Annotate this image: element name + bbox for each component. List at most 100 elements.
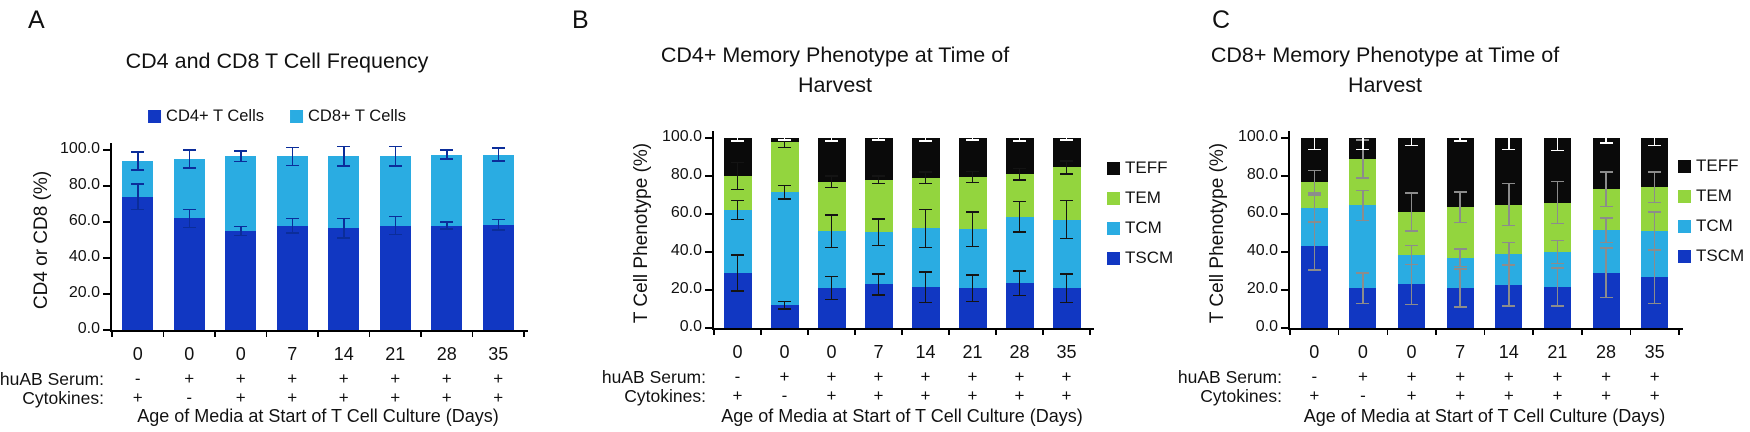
error-bar (1605, 217, 1607, 243)
x-tick-mark (1678, 330, 1680, 335)
x-tick-mark (265, 332, 268, 337)
legend-entry: TCM (1678, 216, 1744, 236)
error-bar (736, 200, 739, 220)
error-bar-cap (1648, 211, 1662, 213)
y-tick-label: 0.0 (77, 320, 100, 337)
legend: TEFF TEM TCM TSCM (1107, 158, 1173, 268)
error-bar-cap (919, 246, 932, 248)
error-bar-cap (731, 290, 744, 292)
error-bar-cap (1060, 237, 1073, 240)
error-bar-cap (1550, 180, 1564, 183)
error-bar-cap (731, 218, 744, 221)
error-bar (830, 214, 833, 248)
bar-segment-cd8-t-cells (431, 154, 463, 226)
error-bar-cap (1405, 244, 1419, 247)
x-tick-mark (1435, 330, 1437, 335)
legend-entry: TSCM (1107, 248, 1173, 268)
y-tick-label: 40.0 (1246, 242, 1278, 259)
condition-sign: + (1649, 386, 1660, 405)
error-bar-cap (825, 186, 838, 189)
y-tick-label: 60.0 (68, 212, 100, 229)
error-bar (343, 146, 345, 167)
error-bar-cap (1013, 167, 1026, 170)
condition-sign: + (1061, 386, 1072, 405)
error-bar (783, 185, 786, 199)
error-bar-cap (1453, 191, 1467, 193)
error-bar-cap (731, 188, 744, 191)
legend-label: TSCM (1696, 246, 1745, 265)
x-tick-mark (368, 332, 371, 337)
condition-sign: + (1503, 386, 1514, 405)
error-bar-cap (1550, 222, 1564, 225)
error-bar-cap (1502, 148, 1516, 151)
error-bar (1653, 250, 1656, 304)
error-bar (343, 218, 345, 239)
condition-sign: + (287, 369, 298, 388)
y-tick-label: 40.0 (68, 248, 100, 265)
error-bar-cap (1356, 272, 1370, 274)
condition-row-label: Cytokines: (1200, 386, 1282, 406)
error-bar-cap (919, 208, 932, 210)
condition-sign: - (781, 386, 788, 405)
legend-label: TEM (1125, 188, 1161, 207)
error-bar-cap (388, 233, 402, 236)
category-label: 0 (132, 344, 143, 364)
error-bar (1508, 264, 1510, 307)
error-bar-cap (440, 149, 454, 151)
error-bar-cap (1060, 135, 1073, 137)
error-bar-cap (731, 199, 744, 202)
error-bar (971, 171, 974, 183)
y-tick-mark (103, 329, 110, 331)
legend-swatch (1107, 161, 1120, 175)
x-tick-mark (760, 330, 762, 335)
error-bar-cap (1013, 231, 1026, 233)
error-bar-cap (731, 254, 744, 256)
error-bar-cap (1599, 247, 1613, 249)
legend-swatch (1107, 191, 1120, 205)
error-bar-cap (1453, 248, 1467, 250)
error-bar-cap (1550, 149, 1564, 152)
error-bar (240, 226, 242, 236)
error-bar-cap (337, 165, 351, 167)
error-bar-cap (234, 160, 248, 163)
bar-segment-cd4-t-cells (482, 224, 514, 330)
condition-sign: - (734, 367, 741, 386)
y-tick-mark (1281, 213, 1288, 215)
error-bar-cap (1356, 219, 1370, 222)
error-bar (1018, 201, 1021, 233)
error-bar-cap (1453, 306, 1467, 308)
error-bar-cap (919, 171, 932, 173)
error-bar-cap (1307, 269, 1321, 271)
category-label: 35 (1644, 342, 1665, 362)
error-bar-cap (966, 181, 979, 184)
error-bar (1459, 269, 1461, 308)
condition-sign: + (338, 369, 349, 388)
x-tick-mark (854, 330, 856, 335)
condition-sign: + (1455, 367, 1466, 386)
error-bar-cap (234, 234, 248, 237)
error-bar (137, 184, 139, 210)
error-bar (1605, 172, 1607, 207)
legend-label: CD4+ T Cells (166, 107, 264, 125)
error-bar-cap (1599, 241, 1613, 244)
y-tick-mark (705, 327, 712, 329)
bar-segment-cd4-t-cells (379, 225, 411, 330)
x-tick-mark (1483, 330, 1486, 335)
category-label: 0 (826, 342, 837, 362)
error-bar (1459, 135, 1461, 141)
legend: CD4+ T Cells CD8+ T Cells (148, 107, 406, 126)
error-bar-cap (872, 139, 885, 141)
x-tick-mark (1042, 330, 1044, 335)
error-bar (971, 274, 974, 302)
error-bar-cap (491, 218, 505, 221)
condition-row-label: huAB Serum: (1177, 367, 1282, 387)
condition-sign: + (441, 388, 452, 407)
condition-sign: + (493, 369, 504, 388)
legend-entry: TCM (1107, 218, 1173, 238)
category-label: 0 (235, 344, 246, 364)
error-bar-cap (1648, 249, 1662, 251)
error-bar-cap (337, 217, 351, 220)
error-bar-cap (182, 208, 196, 211)
panel-a-title: CD4 and CD8 T Cell Frequency (125, 49, 429, 73)
category-label: 21 (962, 342, 983, 362)
